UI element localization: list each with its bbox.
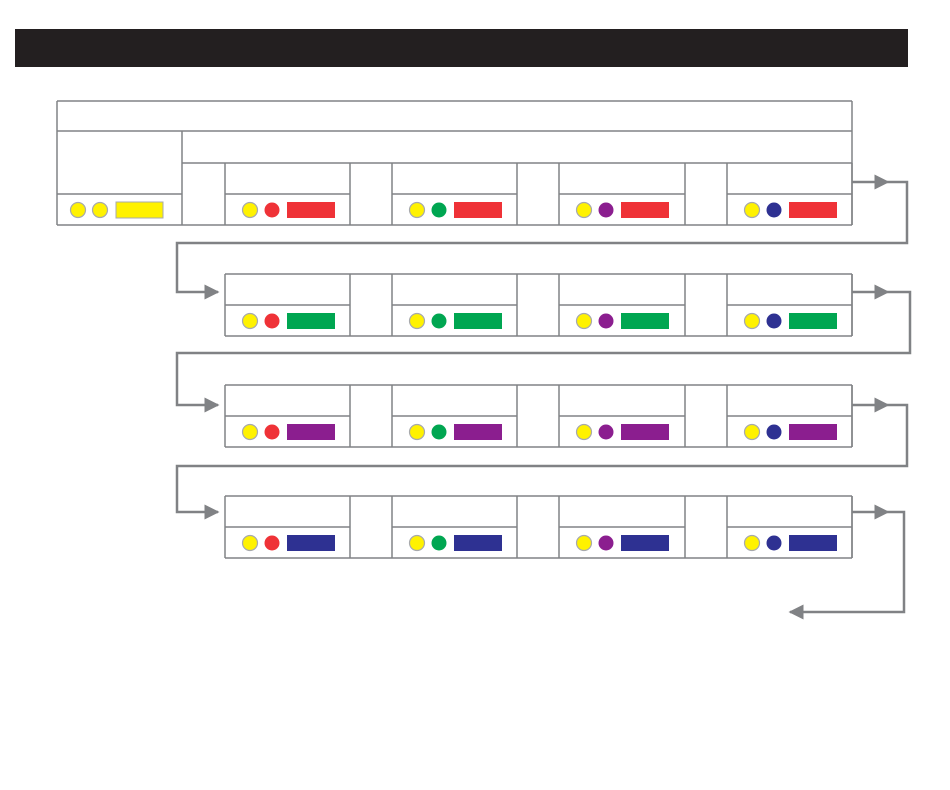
cell-bar-purple [789,424,837,440]
cell-dot-green [431,202,447,218]
final-exit-connector [788,510,906,620]
boxes-layer [56,100,853,559]
cell-bar-red [454,202,502,218]
cell-dot-green [431,535,447,551]
cell-dot-yellow [575,201,593,219]
cell-dot-green [431,424,447,440]
cell-bar-purple [287,424,335,440]
cell-bar-blue [454,535,502,551]
return-connector [175,403,909,520]
cell-dot-yellow [743,534,761,552]
cell-dot-red [264,424,280,440]
cell-bar-blue [789,535,837,551]
cell-dot-purple [598,424,614,440]
cell-dot-yellow [408,534,426,552]
cell-dot-yellow [241,423,259,441]
start-bar [115,201,164,219]
cell-dot-yellow [241,312,259,330]
header-bar [15,29,908,67]
cell-dot-yellow [743,423,761,441]
cell-dot-yellow [743,312,761,330]
start-dot-2 [91,201,109,219]
cell-bar-green [621,313,669,329]
cell-dot-purple [598,313,614,329]
cell-dot-red [264,313,280,329]
cell-bar-purple [621,424,669,440]
cell-dot-red [264,202,280,218]
cell-dot-red [264,535,280,551]
start-dot-1 [69,201,87,219]
return-connector [175,180,909,300]
connector-layer [175,174,912,620]
cell-bar-blue [287,535,335,551]
cell-dot-yellow [575,312,593,330]
cell-dot-blue [766,202,782,218]
cell-bar-red [287,202,335,218]
cell-bar-red [621,202,669,218]
cell-dot-yellow [575,534,593,552]
cell-dot-green [431,313,447,329]
cell-bar-red [789,202,837,218]
cell-dot-yellow [241,534,259,552]
cell-bar-blue [621,535,669,551]
cell-dot-yellow [408,312,426,330]
cell-dot-yellow [743,201,761,219]
cell-dot-yellow [408,201,426,219]
cell-dot-yellow [408,423,426,441]
cell-dot-yellow [575,423,593,441]
cell-bar-green [287,313,335,329]
cell-bar-purple [454,424,502,440]
cell-dot-blue [766,424,782,440]
cell-dot-blue [766,535,782,551]
cell-dot-blue [766,313,782,329]
cell-dot-purple [598,535,614,551]
cell-bar-green [454,313,502,329]
return-connector [175,290,912,413]
cell-bar-green [789,313,837,329]
cell-dot-yellow [241,201,259,219]
cell-dot-purple [598,202,614,218]
